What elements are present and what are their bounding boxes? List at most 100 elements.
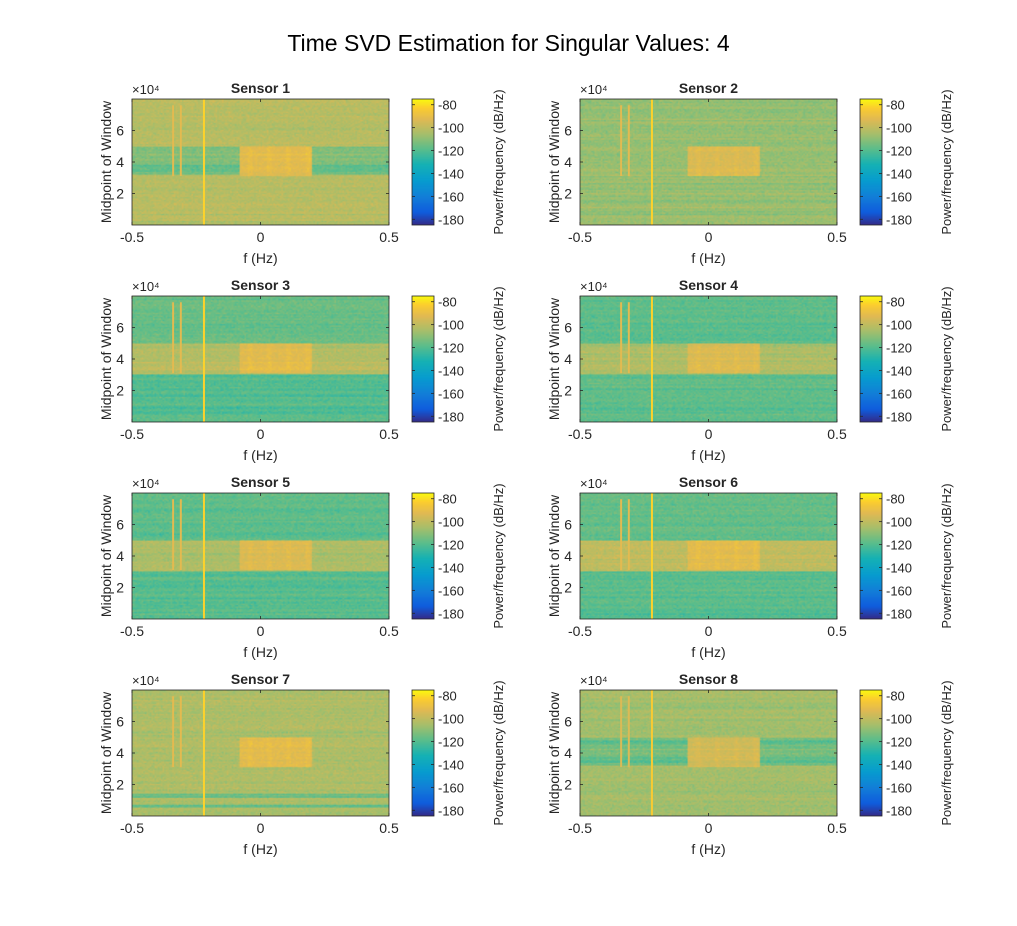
x-tick-label: 0.5 bbox=[827, 820, 847, 836]
y-tick-label: 2 bbox=[564, 186, 572, 202]
y-tick-label: 4 bbox=[564, 154, 572, 170]
hot-block bbox=[239, 343, 312, 374]
colorbar-tick-label: -180 bbox=[886, 409, 912, 424]
figure-title: Time SVD Estimation for Singular Values:… bbox=[287, 30, 730, 56]
x-tick-label: 0 bbox=[257, 426, 265, 442]
colorbar-tick-label: -80 bbox=[886, 98, 905, 113]
subplot-sensor-2: Sensor 2 -0.5 0 0.5 f (Hz) 2 4 6 ×10⁴ Midpoint of… bbox=[546, 80, 954, 266]
subplot-sensor-4: Sensor 4 -0.5 0 0.5 f (Hz) 2 4 6 ×10⁴ Midpoint of… bbox=[546, 277, 954, 463]
colorbar-box bbox=[411, 98, 435, 226]
colorbar-tick-label: -180 bbox=[438, 212, 464, 227]
subplot-sensor-5: Sensor 5 -0.5 0 0.5 f (Hz) 2 4 6 ×10⁴ Midpoint of… bbox=[98, 474, 506, 660]
colorbar-tick-label: -120 bbox=[886, 735, 912, 750]
x-tick-label: 0 bbox=[705, 623, 713, 639]
x-axis-label: f (Hz) bbox=[243, 250, 277, 266]
colorbar-tick-label: -160 bbox=[438, 386, 464, 401]
spectrogram-heatmap bbox=[580, 493, 837, 619]
colorbar-tick-label: -140 bbox=[886, 166, 912, 181]
y-exponent-label: ×10⁴ bbox=[580, 82, 608, 97]
colorbar-tick-label: -180 bbox=[438, 606, 464, 621]
colorbar-tick-label: -160 bbox=[886, 583, 912, 598]
hot-block bbox=[687, 146, 760, 177]
colorbar-tick-label: -140 bbox=[438, 757, 464, 772]
subplot-title: Sensor 8 bbox=[679, 671, 738, 687]
x-tick-label: 0.5 bbox=[827, 623, 847, 639]
x-axis-label: f (Hz) bbox=[243, 841, 277, 857]
colorbar-tick-label: -80 bbox=[438, 295, 457, 310]
colorbar-tick-label: -120 bbox=[438, 735, 464, 750]
subplot-title: Sensor 6 bbox=[679, 474, 738, 490]
colorbar bbox=[412, 493, 434, 619]
colorbar-tick-label: -80 bbox=[886, 492, 905, 507]
colorbar-tick-label: -80 bbox=[886, 689, 905, 704]
y-exponent-label: ×10⁴ bbox=[132, 673, 160, 688]
x-axis-label: f (Hz) bbox=[691, 841, 725, 857]
colorbar bbox=[860, 493, 882, 619]
colorbar-tick-label: -160 bbox=[886, 386, 912, 401]
y-tick-label: 2 bbox=[116, 580, 124, 596]
x-axis-label: f (Hz) bbox=[243, 644, 277, 660]
colorbar-tick-label: -140 bbox=[438, 560, 464, 575]
colorbar-tick-label: -160 bbox=[438, 780, 464, 795]
colorbar-tick-label: -100 bbox=[886, 121, 912, 136]
colorbar-tick-label: -120 bbox=[438, 144, 464, 159]
colorbar bbox=[860, 690, 882, 816]
colorbar bbox=[412, 99, 434, 225]
subplot-title: Sensor 1 bbox=[231, 80, 290, 96]
y-tick-label: 6 bbox=[564, 714, 572, 730]
colorbar-label: Power/frequency (dB/Hz) bbox=[491, 483, 506, 628]
colorbar-tick-label: -160 bbox=[886, 189, 912, 204]
x-tick-label: -0.5 bbox=[120, 623, 144, 639]
y-tick-label: 6 bbox=[564, 123, 572, 139]
spectrogram-heatmap bbox=[580, 690, 837, 816]
y-tick-label: 6 bbox=[564, 320, 572, 336]
colorbar bbox=[412, 690, 434, 816]
x-axis-label: f (Hz) bbox=[243, 447, 277, 463]
colorbar-tick-label: -140 bbox=[886, 757, 912, 772]
hot-block bbox=[687, 343, 760, 374]
subplot-title: Sensor 3 bbox=[231, 277, 290, 293]
x-tick-label: 0 bbox=[705, 426, 713, 442]
colorbar-label: Power/frequency (dB/Hz) bbox=[939, 680, 954, 825]
colorbar-tick-label: -80 bbox=[886, 295, 905, 310]
y-tick-label: 4 bbox=[116, 548, 124, 564]
colorbar-tick-label: -100 bbox=[886, 712, 912, 727]
colorbar bbox=[860, 99, 882, 225]
y-tick-label: 2 bbox=[116, 186, 124, 202]
y-axis-label: Midpoint of Window bbox=[546, 691, 562, 814]
hot-block bbox=[687, 737, 760, 768]
subplot-sensor-8: Sensor 8 -0.5 0 0.5 f (Hz) 2 4 6 ×10⁴ Midpoint of… bbox=[546, 671, 954, 857]
subplot-title: Sensor 4 bbox=[679, 277, 738, 293]
subplot-title: Sensor 7 bbox=[231, 671, 290, 687]
colorbar bbox=[412, 296, 434, 422]
colorbar-tick-label: -80 bbox=[438, 492, 457, 507]
x-tick-label: 0 bbox=[705, 820, 713, 836]
y-tick-label: 6 bbox=[564, 517, 572, 533]
spectrogram-heatmap bbox=[580, 296, 837, 422]
y-tick-label: 4 bbox=[564, 351, 572, 367]
colorbar-tick-label: -80 bbox=[438, 98, 457, 113]
y-exponent-label: ×10⁴ bbox=[580, 476, 608, 491]
hot-block bbox=[239, 146, 312, 177]
colorbar-tick-label: -120 bbox=[886, 538, 912, 553]
subplot-title: Sensor 2 bbox=[679, 80, 738, 96]
hot-block bbox=[239, 540, 312, 571]
colorbar-label: Power/frequency (dB/Hz) bbox=[491, 89, 506, 234]
x-tick-label: -0.5 bbox=[120, 426, 144, 442]
x-tick-label: 0.5 bbox=[827, 229, 847, 245]
y-exponent-label: ×10⁴ bbox=[580, 279, 608, 294]
colorbar-box bbox=[411, 295, 435, 423]
x-tick-label: -0.5 bbox=[568, 426, 592, 442]
colorbar-box bbox=[859, 295, 883, 423]
y-axis-label: Midpoint of Window bbox=[98, 297, 114, 420]
colorbar-tick-label: -160 bbox=[886, 780, 912, 795]
x-tick-label: -0.5 bbox=[568, 820, 592, 836]
colorbar-tick-label: -160 bbox=[438, 189, 464, 204]
x-tick-label: 0.5 bbox=[379, 820, 399, 836]
y-tick-label: 6 bbox=[116, 517, 124, 533]
colorbar-tick-label: -180 bbox=[886, 212, 912, 227]
y-tick-label: 4 bbox=[564, 548, 572, 564]
colorbar-tick-label: -100 bbox=[438, 712, 464, 727]
